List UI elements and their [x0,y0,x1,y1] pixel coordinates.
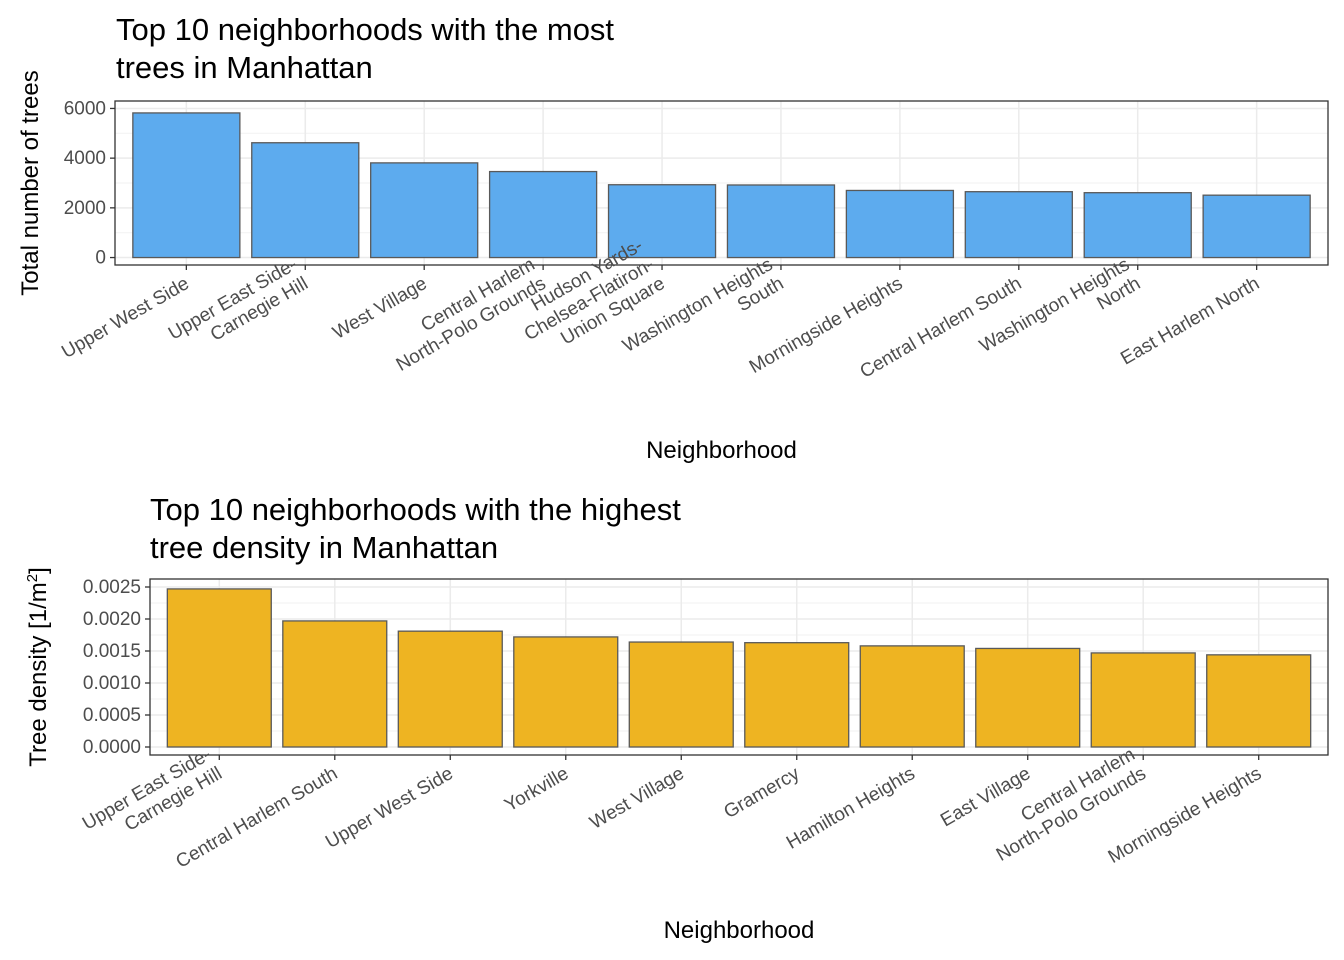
y-tick-label: 0.0020 [83,609,141,630]
bar-5 [607,184,717,259]
y-tick-label: 0.0000 [83,737,141,758]
bar-1 [166,588,272,748]
bar-6 [726,184,836,259]
x-tick-label: Upper West Side [58,273,193,363]
y-axis-title: Total number of trees [17,70,44,295]
bar-2 [282,620,388,748]
bar-8 [964,191,1073,259]
bar-8 [975,647,1081,748]
x-tick-label: East Village [937,763,1034,831]
bar-6 [744,642,850,748]
x-tick-label: Upper West Side [322,763,457,853]
y-tick-label: 0.0025 [83,577,141,598]
bar-9 [1083,192,1192,259]
y-tick-label: 0.0010 [83,673,141,694]
bar-2 [251,142,360,259]
y-tick-label: 0.0005 [83,705,141,726]
x-axis-title: Neighborhood [664,917,815,944]
x-tick-label: Yorkville [501,763,572,816]
y-tick-label: 4000 [64,148,106,169]
y-tick-label: 6000 [64,98,106,119]
chart-2: 0.0000 0.0005 0.0010 0.0015 0.0020 0.0025 Uppe… [24,492,1329,944]
x-tick-label: West Village [329,273,430,344]
x-tick-label: Upper East Side-Carnegie Hill [165,254,312,364]
y-tick-label: 0 [95,248,106,269]
x-tick-label: Gramercy [721,763,804,823]
bar-10 [1206,654,1312,748]
bar-5 [628,641,734,748]
bar-9 [1090,652,1196,748]
chart-title: Top 10 neighborhoods with the most trees … [116,12,614,85]
x-tick-label: West Village [586,763,687,834]
bar-10 [1202,194,1311,259]
x-tick-label: Central HarlemNorth-Polo Grounds [382,254,550,376]
bar-3 [370,162,479,259]
bar-1 [132,112,241,259]
y-tick-label: 2000 [64,198,106,219]
chart-title: Top 10 neighborhoods with the highest tre… [150,492,681,565]
x-axis-title: Neighborhood [646,437,797,464]
bar-7 [859,645,965,748]
bar-7 [845,189,955,259]
bar-4 [488,170,598,259]
y-axis-title: Tree density [1/m2] [24,567,52,767]
panel-border [114,100,1329,266]
x-tick-label: Hamilton Heights [783,763,919,854]
bar-3 [397,630,503,748]
panel-border [149,578,1329,756]
x-tick-label: Washington HeightsNorth [976,254,1144,376]
bar-4 [513,636,619,748]
y-tick-label: 0.0015 [83,641,141,662]
